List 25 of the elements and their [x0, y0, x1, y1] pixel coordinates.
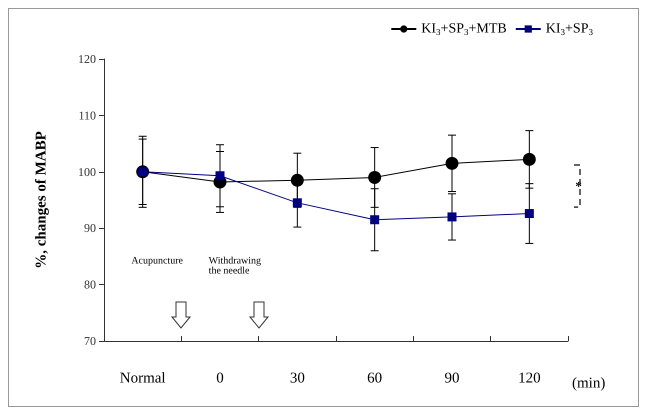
x-tick-label: 90 [444, 370, 460, 386]
y-tick-label: 70 [84, 334, 96, 348]
x-axis-title: (min) [572, 376, 606, 392]
x-tick-label: 60 [367, 370, 382, 386]
y-axis-title: %, changes of MABP [34, 131, 50, 269]
point [524, 209, 534, 218]
y-tick-label: 120 [78, 52, 96, 66]
y-tick-label: 100 [78, 164, 96, 179]
point [290, 174, 304, 187]
x-tick-label: 0 [216, 370, 224, 386]
point [216, 171, 224, 180]
point [522, 152, 536, 166]
annotation: Withdrawing the needle [208, 256, 262, 276]
x-tick-label: 30 [290, 370, 305, 386]
point [368, 170, 382, 184]
y-tick-label: 110 [78, 108, 96, 122]
y-tick-label: 80 [84, 278, 96, 292]
point [448, 212, 456, 222]
annotation: Acupuncture [131, 256, 184, 266]
x-tick-label: 120 [518, 370, 541, 386]
y-tick-label: 90 [84, 221, 96, 236]
x-tick-label: Normal [120, 370, 166, 386]
point [370, 215, 380, 224]
point [292, 198, 302, 208]
point [446, 156, 458, 170]
